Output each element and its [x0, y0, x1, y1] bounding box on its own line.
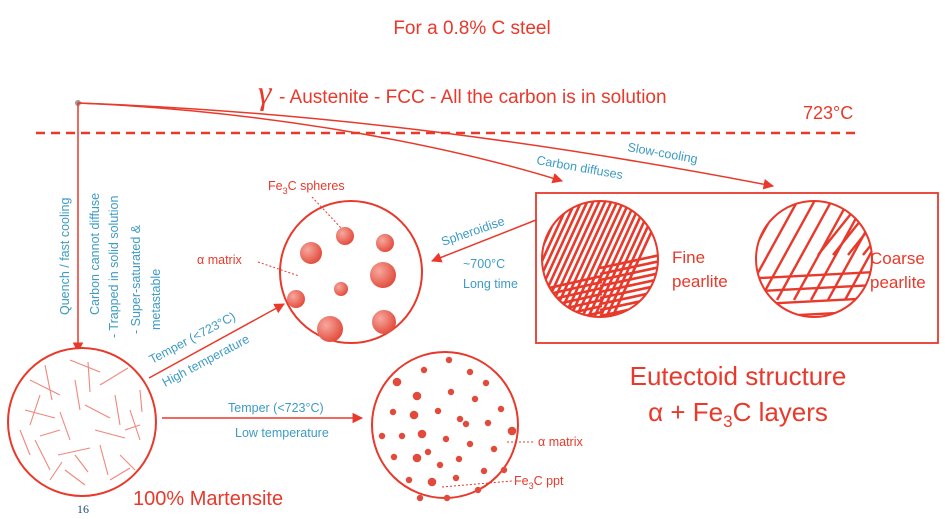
fe3c-ppt-label: Fe3C ppt — [514, 474, 564, 491]
austenite-label: - Austenite - FCC - All the carbon is in… — [279, 87, 667, 108]
quench-label: Quench / fast cooling — [58, 198, 72, 315]
spheroidise-time: Long time — [463, 277, 518, 291]
eutectoid-layers-label: α + Fe3C layers — [648, 397, 828, 431]
carbon-cannot-diffuse-note: Carbon cannot diffuse — [88, 193, 102, 315]
slide-title: For a 0.8% C steel — [393, 18, 550, 39]
fe3c-spheres-leader — [311, 196, 343, 230]
temper-high-arrow — [148, 303, 285, 379]
spheroidise-label: Spheroidise — [439, 214, 506, 249]
metastable-note: metastable — [149, 269, 163, 330]
martensite-microstructure — [7, 347, 157, 497]
slow-cooling-arrow — [77, 102, 775, 190]
carbon-diffuses-arrow — [77, 102, 564, 184]
alpha-matrix-leader-spheroidite — [257, 261, 300, 277]
temper-low-temperature: Low temperature — [235, 426, 329, 440]
alpha-matrix-label-spheroidite: α matrix — [197, 253, 242, 267]
page-number: 16 — [77, 502, 89, 516]
gamma-symbol: γ — [258, 75, 273, 112]
spheroidise-temperature: ~700°C — [463, 257, 505, 271]
coarse-pearlite-microstructure — [756, 201, 872, 317]
martensite-label: 100% Martensite — [133, 488, 283, 510]
coarse-pearlite-label-line1: Coarse — [870, 249, 925, 268]
trapped-solution-note: - Trapped in solid solution — [107, 196, 121, 338]
slow-cooling-label: Slow-cooling — [626, 140, 698, 166]
temper-low-label: Temper (<723°C) — [228, 401, 324, 415]
alpha-matrix-label-tempered: α matrix — [538, 435, 583, 449]
supersaturated-note: - Super-saturated & — [129, 224, 143, 334]
spheroidite-microstructure — [279, 200, 423, 344]
fine-pearlite-label-line1: Fine — [672, 248, 705, 267]
spheroidise-arrow — [431, 219, 537, 263]
coarse-pearlite-label-line2: pearlite — [870, 273, 926, 292]
eutectoid-temperature-label: 723°C — [803, 103, 853, 123]
fe3c-spheres-label: Fe3C spheres — [268, 179, 345, 196]
eutectoid-structure-label: Eutectoid structure — [630, 361, 847, 391]
tempered-martensite-microstructure — [371, 351, 519, 502]
fine-pearlite-label-line2: pearlite — [672, 272, 728, 291]
